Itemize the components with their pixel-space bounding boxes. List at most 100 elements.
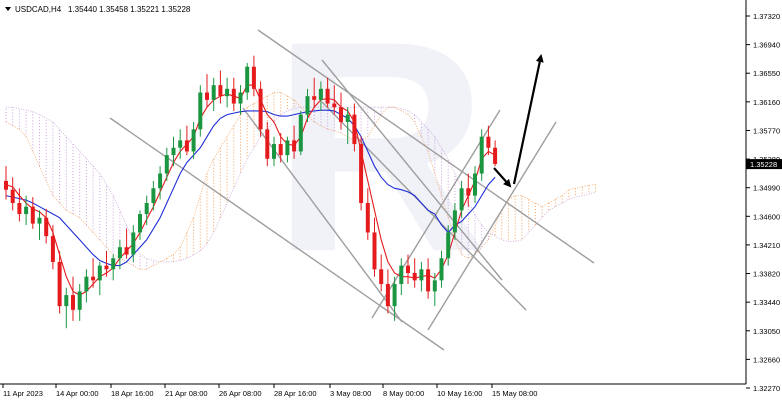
bullish-candle: [171, 147, 176, 156]
bearish-candle: [258, 88, 263, 130]
bullish-candle: [272, 144, 276, 159]
price-tick-label: 1.35770: [753, 126, 780, 135]
watermark-logo: R: [272, 0, 489, 314]
bullish-candle: [77, 291, 82, 310]
bearish-candle: [17, 202, 22, 215]
bearish-candle: [426, 269, 431, 292]
bearish-candle: [91, 276, 96, 281]
bearish-candle: [352, 114, 357, 145]
kijun-path: [5, 109, 496, 267]
price-tick-label: 1.36160: [753, 98, 780, 107]
bullish-candle: [211, 85, 216, 100]
bearish-candle: [466, 188, 471, 196]
price-tick-label: 1.33440: [753, 298, 780, 307]
bullish-candle: [151, 188, 156, 203]
bullish-candle: [345, 114, 350, 122]
bearish-candle: [231, 88, 236, 104]
bullish-candle: [131, 232, 136, 255]
bullish-candle: [318, 88, 323, 100]
bearish-candle: [365, 202, 370, 233]
bearish-candle: [10, 189, 15, 203]
symbol-label: USDCAD,H4: [15, 5, 62, 14]
candlesticks: [4, 55, 498, 329]
bearish-candle: [339, 107, 343, 122]
bearish-candle: [30, 206, 35, 224]
price-tick-label: 1.32660: [753, 355, 780, 364]
bullish-candle: [392, 284, 397, 307]
trend-line: [371, 109, 501, 319]
bearish-candle: [325, 88, 330, 104]
arrow-down-icon: [493, 167, 512, 188]
price-tick-label: 1.34210: [753, 241, 780, 250]
bullish-candle: [117, 247, 122, 259]
time-tick-label: 14 Apr 00:00: [56, 389, 99, 398]
bullish-candle: [178, 140, 183, 148]
time-tick-label: 18 Apr 16:00: [111, 389, 154, 398]
bearish-candle: [251, 66, 256, 89]
bullish-candle: [305, 96, 310, 115]
forecast-arrows: [493, 54, 544, 188]
time-tick-label: 26 Apr 08:00: [219, 389, 262, 398]
bullish-candle: [473, 173, 477, 196]
bullish-candle: [97, 265, 102, 281]
bearish-candle: [359, 144, 364, 203]
time-tick-label: 10 May 16:00: [437, 389, 482, 398]
arrow-up-icon: [512, 54, 544, 185]
bullish-candle: [452, 210, 457, 233]
bullish-candle: [111, 258, 116, 270]
bullish-candle: [138, 214, 142, 233]
price-tick-label: 1.33050: [753, 327, 780, 336]
trend-line: [242, 107, 403, 323]
bearish-candle: [493, 147, 498, 164]
time-tick-label: 8 May 00:00: [383, 389, 424, 398]
price-tick-label: 1.36550: [753, 69, 780, 78]
bearish-candle: [205, 92, 209, 100]
price-axis: 1.373201.369401.365501.361601.357701.353…: [746, 12, 780, 393]
bearish-candle: [379, 269, 384, 285]
trend-line: [427, 121, 557, 331]
price-tick-label: 1.32270: [753, 384, 780, 393]
ohlc-readout: 1.35440 1.35458 1.35221 1.35228: [68, 5, 191, 14]
bearish-candle: [265, 129, 270, 159]
senkou-span-b: [6, 106, 596, 263]
bullish-candle: [479, 136, 484, 174]
bearish-candle: [4, 180, 8, 190]
price-tick-label: 1.36940: [753, 41, 780, 50]
time-tick-label: 28 Apr 16:00: [274, 389, 317, 398]
bullish-candle: [198, 92, 203, 130]
bullish-candle: [144, 202, 149, 215]
bullish-candle: [164, 155, 169, 174]
bearish-candle: [57, 261, 62, 307]
time-axis: 11 Apr 2023 14 Apr 00:00 18 Apr 16:00 21 Ap…: [2, 384, 537, 398]
trend-line: [257, 29, 595, 264]
bearish-candle: [218, 85, 223, 97]
bearish-candle: [372, 232, 377, 270]
chart-header: USDCAD,H4 1.35440 1.35458 1.35221 1.3522…: [5, 5, 191, 14]
time-tick-label: 15 May 08:00: [492, 389, 537, 398]
bearish-candle: [104, 265, 109, 270]
price-tick-label: 1.33820: [753, 270, 780, 279]
bullish-candle: [245, 66, 250, 93]
bullish-candle: [399, 265, 404, 285]
bearish-candle: [332, 103, 337, 108]
kijun-sen-line: [5, 109, 496, 267]
bullish-candle: [225, 88, 230, 97]
bearish-candle: [278, 144, 283, 156]
bearish-candle: [292, 140, 297, 152]
caret-down-icon[interactable]: [5, 7, 11, 11]
bullish-candle: [459, 188, 464, 211]
bearish-candle: [44, 217, 49, 237]
price-tick-label: 1.37320: [753, 12, 780, 21]
bullish-candle: [64, 295, 69, 307]
time-tick-label: 11 Apr 2023: [3, 389, 43, 398]
bullish-candle: [285, 140, 290, 156]
bullish-candle: [432, 280, 437, 292]
bullish-candle: [446, 232, 451, 259]
bearish-candle: [312, 96, 317, 100]
trend-line: [321, 59, 503, 281]
bullish-candle: [298, 114, 303, 152]
bearish-candle: [412, 272, 417, 281]
